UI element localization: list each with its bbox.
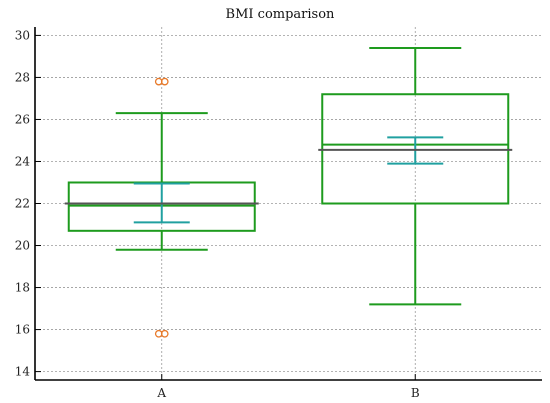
outlier-point (160, 77, 169, 86)
y-tick-label: 30 (15, 28, 30, 42)
box-series (64, 47, 513, 338)
y-tick-label: 24 (15, 154, 31, 168)
x-category-label: A (156, 386, 166, 400)
outlier-point (160, 329, 169, 338)
y-tick-label: 28 (15, 70, 30, 84)
y-tick-label: 16 (15, 323, 30, 337)
y-tick-label: 22 (15, 197, 30, 211)
chart-title: BMI comparison (226, 7, 336, 22)
y-tick-label: 18 (15, 281, 30, 295)
iqr-box (67, 181, 256, 232)
box-group-b (318, 47, 513, 306)
x-category-label: B (411, 386, 420, 400)
axes: 14 16 18 20 22 24 26 28 30 A B (15, 27, 542, 400)
box-group-a (64, 77, 259, 338)
y-tick-label: 20 (15, 239, 30, 253)
y-tick-label: 26 (15, 112, 30, 126)
y-tick-label: 14 (15, 365, 31, 379)
iqr-box (321, 93, 510, 205)
